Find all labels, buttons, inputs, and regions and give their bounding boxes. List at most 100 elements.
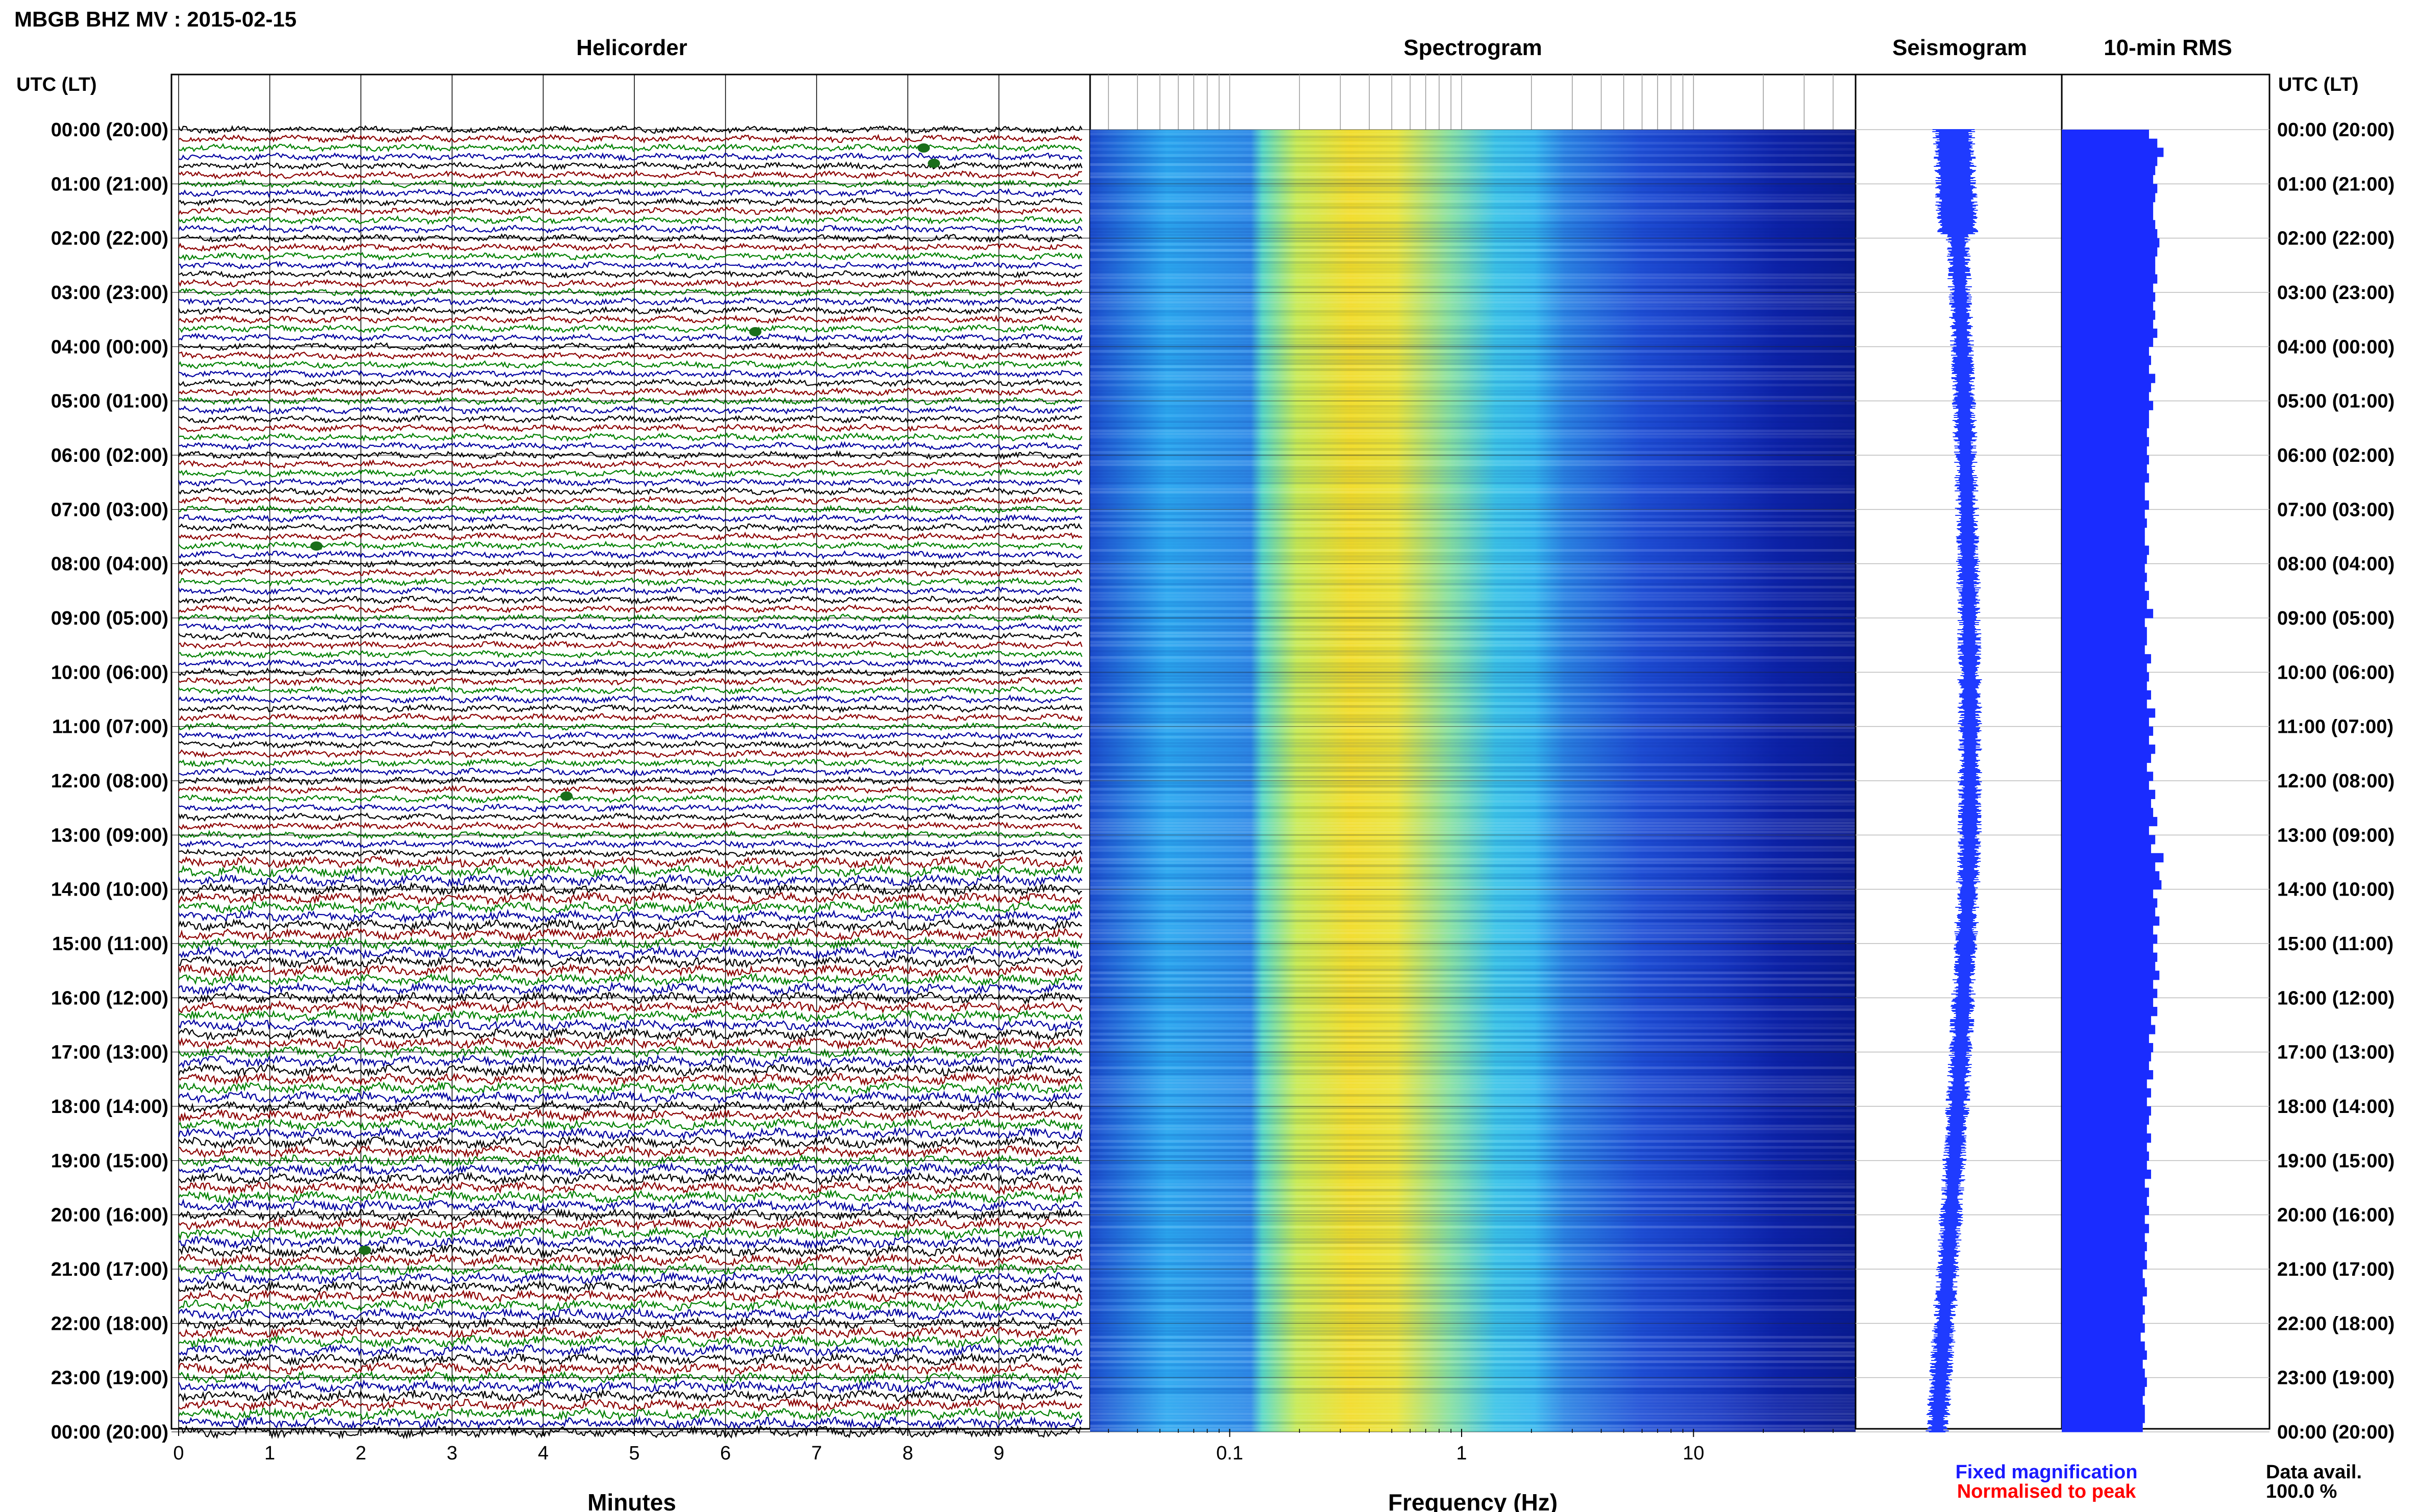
rms-bar <box>2062 546 2149 555</box>
time-label-left: 13:00 (09:00) <box>51 825 168 846</box>
rms-bar <box>2062 1305 2145 1315</box>
helicorder-trace <box>178 540 1082 551</box>
rms-bar <box>2062 1251 2145 1260</box>
helicorder-trace <box>178 360 1082 370</box>
rms-bar <box>2062 1151 2149 1161</box>
spectrogram-stripe <box>1090 500 1856 503</box>
spectrogram-stripe <box>1090 901 1856 904</box>
helicorder-trace <box>178 1072 1082 1087</box>
spectrogram-stripe <box>1090 179 1856 181</box>
spectrogram-stripe <box>1090 638 1856 640</box>
spectrogram-stripe <box>1090 984 1856 986</box>
rms-bar <box>2062 292 2156 302</box>
helicorder-trace <box>178 477 1082 487</box>
spectrogram-stripe <box>1090 1094 1856 1097</box>
spectrogram-stripe <box>1090 812 1856 815</box>
spectrogram-stripe <box>1090 904 1856 907</box>
helicorder-trace <box>178 1271 1083 1285</box>
minute-tick-label: 2 <box>356 1443 366 1464</box>
spectrogram-stripe <box>1090 981 1856 983</box>
spectrogram-stripe <box>1090 264 1856 267</box>
rms-bar <box>2062 175 2154 184</box>
spectrogram-stripe <box>1090 1100 1856 1103</box>
spectrogram-stripe <box>1090 745 1856 748</box>
spectrogram-stripe <box>1090 822 1856 824</box>
time-label-right: 14:00 (10:00) <box>2277 879 2395 901</box>
spectrogram-stripe <box>1090 319 1856 322</box>
spectrogram-stripe <box>1090 1070 1856 1072</box>
rms-bar <box>2062 374 2156 383</box>
rms-bar <box>2062 527 2145 537</box>
spectrogram-stripe <box>1090 381 1856 383</box>
rms-bar <box>2062 1314 2143 1324</box>
minute-tick-label: 7 <box>811 1443 822 1464</box>
rms-bar <box>2062 582 2145 591</box>
spectrogram-stripe <box>1090 1287 1856 1290</box>
spectrogram-stripe <box>1090 442 1856 444</box>
spectrogram-stripe <box>1090 555 1856 558</box>
helicorder-trace <box>178 613 1082 623</box>
spectrogram-stripe <box>1090 1275 1856 1277</box>
spectrogram-stripe <box>1090 858 1856 861</box>
time-label-left: 04:00 (00:00) <box>51 336 168 358</box>
spectrogram-stripe <box>1090 1103 1856 1106</box>
minutes-axis-label: Minutes <box>587 1489 676 1512</box>
rms-bar <box>2062 654 2152 664</box>
helicorder-trace <box>178 881 1082 897</box>
spectrogram-stripe <box>1090 469 1856 472</box>
helicorder-trace <box>178 1153 1082 1168</box>
spectrogram-stripe <box>1090 323 1856 325</box>
spectrogram-stripe <box>1090 457 1856 460</box>
spectrogram-stripe <box>1090 283 1856 285</box>
spectrogram-stripe <box>1090 650 1856 653</box>
helicorder-trace <box>178 694 1082 705</box>
spectrogram-stripe <box>1090 451 1856 454</box>
time-label-right: 10:00 (06:00) <box>2277 662 2395 683</box>
rms-bar <box>2062 1350 2147 1360</box>
spectrogram-stripe <box>1090 1143 1856 1146</box>
helicorder-trace <box>178 972 1082 987</box>
spectrogram-stripe <box>1090 1364 1856 1366</box>
time-label-right: 12:00 (08:00) <box>2277 771 2395 792</box>
rms-bar <box>2062 337 2154 347</box>
spectrogram-stripe <box>1090 151 1856 154</box>
seismogram-trace <box>1926 129 1982 1432</box>
rms-bar <box>2062 961 2156 971</box>
spectrogram-stripe <box>1090 1299 1856 1302</box>
rms-bar <box>2062 518 2147 528</box>
rms-bar <box>2062 844 2152 854</box>
helicorder-trace <box>178 1090 1082 1105</box>
helicorder-trace <box>178 1234 1082 1250</box>
spectrogram-stripe <box>1090 307 1856 310</box>
rms-bar <box>2062 1178 2145 1188</box>
spectrogram-stripe <box>1090 384 1856 386</box>
rms-bar <box>2062 1133 2152 1143</box>
helicorder-trace <box>178 314 1083 325</box>
time-label-right: 20:00 (16:00) <box>2277 1205 2395 1226</box>
rms-bar <box>2062 1278 2145 1287</box>
helicorder-trace <box>178 577 1082 587</box>
rms-bar <box>2062 1396 2143 1405</box>
helicorder-trace <box>178 1162 1082 1177</box>
helicorder-trace <box>178 504 1082 515</box>
spectrogram-stripe <box>1090 1229 1856 1231</box>
spectrogram-stripe <box>1090 1155 1856 1158</box>
rms-bar <box>2062 781 2149 790</box>
spectrogram-stripe <box>1090 693 1856 696</box>
rms-bar <box>2062 1296 2143 1306</box>
helicorder-trace <box>178 927 1083 943</box>
spectrogram-stripe <box>1090 1011 1856 1014</box>
spectrogram-stripe <box>1090 1351 1856 1354</box>
rms-bar <box>2062 808 2154 817</box>
spectrogram-stripe <box>1090 828 1856 830</box>
spectrogram-stripe <box>1090 304 1856 307</box>
helicorder-trace <box>178 685 1082 695</box>
spectrogram-stripe <box>1090 1112 1856 1115</box>
spectrogram-stripe <box>1090 794 1856 797</box>
spectrogram-stripe <box>1090 1131 1856 1133</box>
spectrogram-stripe <box>1090 371 1856 374</box>
spectrogram-stripe <box>1090 1308 1856 1311</box>
time-label-right: 08:00 (04:00) <box>2277 554 2395 575</box>
helicorder-trace <box>178 368 1082 379</box>
spectrogram-stripe <box>1090 1382 1856 1384</box>
